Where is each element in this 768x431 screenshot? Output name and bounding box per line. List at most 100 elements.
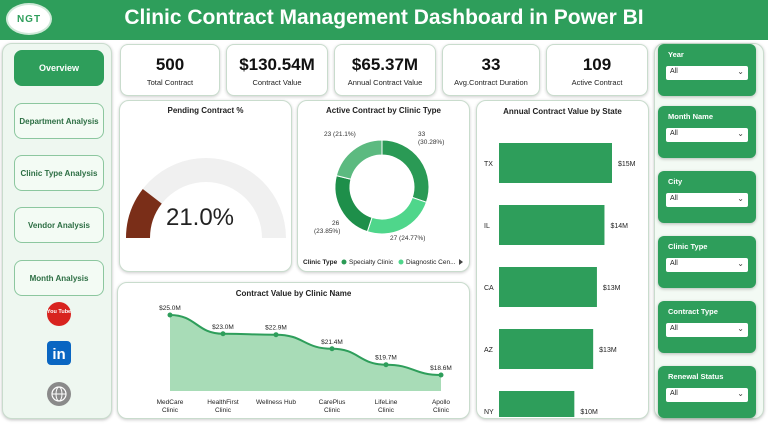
- nav-overview-button[interactable]: Overview: [14, 50, 104, 86]
- chevron-down-icon: ⌄: [737, 389, 744, 398]
- filter-label: City: [668, 177, 683, 186]
- bar-ny[interactable]: [499, 391, 575, 417]
- bar-tx[interactable]: [499, 143, 612, 183]
- donut-slice-1[interactable]: [366, 196, 428, 235]
- area-data-label: $22.9M: [265, 325, 287, 332]
- nav-clinic-type-analysis-button[interactable]: Clinic Type Analysis: [14, 155, 104, 191]
- chevron-down-icon: ⌄: [737, 259, 744, 268]
- year-dropdown[interactable]: All ⌄: [666, 66, 748, 80]
- nav-month-analysis-button[interactable]: Month Analysis: [14, 260, 104, 296]
- slice-label: 27 (24.77%): [390, 235, 425, 242]
- filter-renewal-status: Renewal Status All ⌄: [658, 366, 756, 418]
- state-bar-chart-card: Annual Contract Value by State TX $15M IL $…: [476, 100, 649, 419]
- kpi-value: 500: [155, 55, 185, 74]
- kpi-value: $130.54M: [239, 55, 315, 74]
- donut-slice-0[interactable]: [381, 139, 430, 203]
- area-point[interactable]: [220, 331, 226, 337]
- gauge-track: [126, 158, 286, 238]
- kpi-value: 33: [481, 55, 501, 74]
- legend-marker: [341, 259, 347, 265]
- area-point[interactable]: [438, 372, 444, 378]
- kpi-value: 109: [582, 55, 612, 74]
- globe-icon[interactable]: [46, 381, 72, 407]
- slice-label-count: 33: [418, 131, 426, 138]
- kpi-label: Total Contract: [146, 78, 194, 87]
- legend-next-arrow-icon[interactable]: [459, 259, 463, 265]
- clinic-type-dropdown[interactable]: All ⌄: [666, 258, 748, 272]
- legend-item: Specialty Clinic: [349, 259, 394, 266]
- bar-chart: TX $15M IL $14M CA $13M AZ $13M NY $10M: [484, 143, 636, 417]
- contract-type-dropdown[interactable]: All ⌄: [666, 323, 748, 337]
- slice-label-count: 26: [332, 220, 340, 227]
- area-point[interactable]: [167, 312, 173, 318]
- pending-contract-gauge-card: Pending Contract % 21.0%: [119, 100, 292, 272]
- filter-clinic-type: Clinic Type All ⌄: [658, 236, 756, 288]
- filter-label: Year: [668, 50, 684, 59]
- chevron-down-icon: ⌄: [737, 67, 744, 76]
- kpi-annual-contract-value: $65.37M Annual Contract Value: [334, 44, 436, 96]
- bar-az[interactable]: [499, 329, 594, 369]
- bar-data-label: $10M: [580, 409, 598, 416]
- page-title: Clinic Contract Management Dashboard in …: [124, 6, 644, 29]
- area-category-label: Clinic: [215, 407, 232, 414]
- filter-panel: [654, 43, 764, 419]
- area-data-label: $23.0M: [212, 324, 234, 331]
- renewal-status-dropdown[interactable]: All ⌄: [666, 388, 748, 402]
- bar-category-label: NY: [484, 409, 494, 416]
- legend-item: Diagnostic Cen...: [406, 259, 456, 266]
- bar-ca[interactable]: [499, 267, 597, 307]
- kpi-active-contract: 109 Active Contract: [546, 44, 648, 96]
- kpi-value: $65.37M: [351, 55, 419, 74]
- chart-title: Annual Contract Value by State: [503, 107, 622, 116]
- slice-label-pct: (30.28%): [418, 139, 444, 146]
- area-category-label: Apollo: [432, 399, 450, 406]
- area-data-label: $25.0M: [159, 305, 181, 312]
- filter-label: Clinic Type: [668, 242, 708, 251]
- chevron-down-icon: ⌄: [737, 129, 744, 138]
- kpi-label: Avg.Contract Duration: [454, 78, 528, 87]
- chart-title: Active Contract by Clinic Type: [326, 106, 441, 115]
- youtube-text: You Tube: [47, 309, 71, 315]
- nav-vendor-analysis-button[interactable]: Vendor Analysis: [14, 207, 104, 243]
- bar-category-label: IL: [484, 223, 490, 230]
- area-chart: $25.0M $23.0M $22.9M $21.4M $19.7M $18.6M MedC…: [157, 305, 452, 414]
- area-point[interactable]: [383, 362, 389, 368]
- nav-department-analysis-button[interactable]: Department Analysis: [14, 103, 104, 139]
- linkedin-text: in: [52, 346, 65, 363]
- legend-title: Clinic Type: [303, 259, 338, 266]
- gauge-chart: 21.0%: [126, 158, 286, 238]
- area-fill: [170, 315, 441, 391]
- donut-chart: 33 (30.28%) 27 (24.77%) 26 (23.85%) 23 (…: [303, 131, 463, 266]
- kpi-total-contract: 500 Total Contract: [120, 44, 220, 96]
- donut-slice-3[interactable]: [335, 139, 383, 180]
- filter-year: Year All ⌄: [658, 44, 756, 96]
- filter-month-name: Month Name All ⌄: [658, 106, 756, 158]
- area-point[interactable]: [329, 346, 335, 352]
- donut-slice-2[interactable]: [334, 174, 373, 233]
- gauge-value-label: 21.0%: [166, 204, 234, 231]
- bar-data-label: $14M: [610, 223, 628, 230]
- area-category-label: HealthFirst: [207, 399, 239, 406]
- clinic-name-area-chart-card: Contract Value by Clinic Name $25.0M $23.…: [117, 282, 470, 419]
- kpi-label: Annual Contract Value: [347, 78, 423, 87]
- area-line: [169, 314, 442, 376]
- filter-label: Renewal Status: [668, 372, 724, 381]
- area-point[interactable]: [273, 332, 279, 338]
- filter-contract-type: Contract Type All ⌄: [658, 301, 756, 353]
- city-dropdown[interactable]: All ⌄: [666, 193, 748, 207]
- linkedin-icon[interactable]: in: [46, 340, 72, 366]
- area-data-label: $18.6M: [430, 365, 452, 372]
- clinic-type-donut-card: Active Contract by Clinic Type 33 (30.28…: [297, 100, 470, 272]
- header-bar: NGT Clinic Contract Management Dashboard…: [0, 0, 768, 40]
- month-name-dropdown[interactable]: All ⌄: [666, 128, 748, 142]
- youtube-icon[interactable]: You Tube: [46, 301, 72, 327]
- gauge-fill: [126, 188, 162, 238]
- filter-label: Month Name: [668, 112, 713, 121]
- bar-data-label: $15M: [618, 161, 636, 168]
- chevron-down-icon: ⌄: [737, 324, 744, 333]
- kpi-avg-contract-duration: 33 Avg.Contract Duration: [442, 44, 540, 96]
- filter-city: City All ⌄: [658, 171, 756, 223]
- bar-category-label: TX: [484, 161, 493, 168]
- area-data-label: $19.7M: [375, 355, 397, 362]
- bar-il[interactable]: [499, 205, 605, 245]
